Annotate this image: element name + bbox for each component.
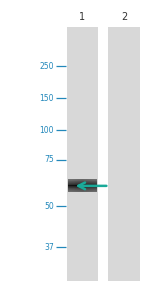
Bar bbox=[85, 179, 86, 193]
Bar bbox=[68, 181, 97, 182]
Text: 250: 250 bbox=[40, 62, 54, 71]
Bar bbox=[68, 190, 97, 191]
Bar bbox=[96, 179, 97, 193]
Bar bbox=[74, 179, 75, 193]
Bar bbox=[68, 180, 97, 181]
Text: 1: 1 bbox=[79, 12, 86, 22]
Bar bbox=[94, 179, 95, 193]
Bar bbox=[83, 179, 84, 193]
Bar bbox=[84, 179, 85, 193]
Text: 2: 2 bbox=[121, 12, 127, 22]
Bar bbox=[68, 189, 97, 190]
Bar bbox=[68, 179, 69, 193]
Bar bbox=[68, 183, 97, 184]
Bar bbox=[68, 191, 97, 192]
Bar bbox=[91, 179, 92, 193]
Bar bbox=[68, 185, 97, 186]
Bar bbox=[89, 179, 90, 193]
Bar bbox=[78, 179, 80, 193]
Text: 75: 75 bbox=[44, 155, 54, 164]
Text: 100: 100 bbox=[40, 126, 54, 135]
Bar bbox=[86, 179, 87, 193]
Text: 37: 37 bbox=[44, 243, 54, 252]
Bar bbox=[68, 186, 97, 187]
Bar bbox=[93, 179, 94, 193]
Bar bbox=[76, 179, 78, 193]
Bar bbox=[67, 27, 98, 281]
Bar bbox=[68, 192, 97, 193]
Bar bbox=[81, 179, 82, 193]
Bar bbox=[87, 179, 88, 193]
Bar bbox=[92, 179, 93, 193]
Text: 150: 150 bbox=[40, 94, 54, 103]
Bar bbox=[68, 187, 97, 188]
Bar bbox=[68, 179, 97, 180]
Bar bbox=[68, 184, 97, 185]
Text: 50: 50 bbox=[44, 202, 54, 211]
Bar bbox=[80, 179, 81, 193]
Bar bbox=[72, 179, 74, 193]
Bar bbox=[68, 182, 97, 183]
Bar bbox=[70, 179, 72, 193]
Bar bbox=[75, 179, 76, 193]
Bar bbox=[69, 179, 70, 193]
Bar bbox=[108, 27, 140, 281]
Bar bbox=[82, 179, 83, 193]
Bar bbox=[95, 179, 96, 193]
Bar bbox=[90, 179, 91, 193]
Bar bbox=[88, 179, 89, 193]
Bar bbox=[68, 188, 97, 189]
